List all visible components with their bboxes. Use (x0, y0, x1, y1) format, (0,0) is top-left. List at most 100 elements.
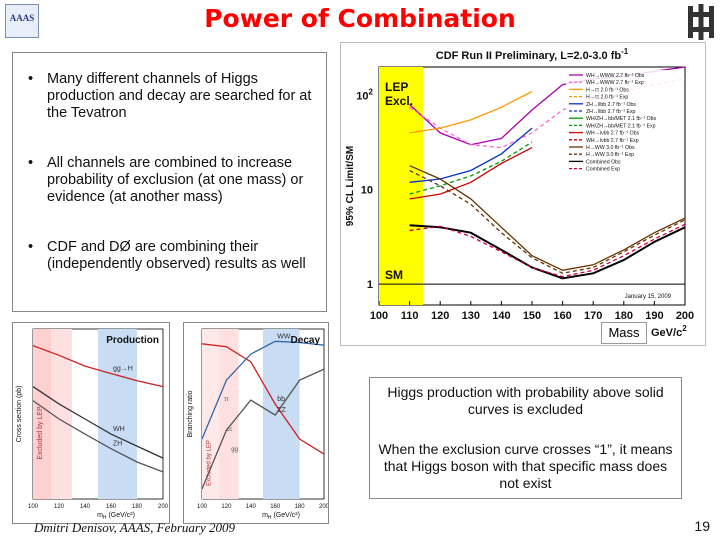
description-box: Higgs production with probability above … (369, 377, 682, 499)
decay-annotation: ττ (224, 397, 229, 403)
legend-entry: H→WW 3.0 fb⁻¹ Obs (586, 145, 635, 151)
excl-annotation: Excl. (385, 94, 413, 108)
limit-curve-6 (409, 165, 686, 271)
cdf-limit-chart: 100 110 120 130 140 150 160 170 180 190 200 1 10 102 C… (340, 42, 706, 346)
legend-entry: H→ττ 2.0 fb⁻¹ Obs (586, 87, 629, 93)
inset-x-label: mH (GeV/c²) (262, 512, 300, 521)
legend-entry: WH/ZH→bb/MET 2.1 fb⁻¹ Exp (586, 123, 656, 129)
inset-band (33, 329, 52, 499)
x-tick-label: 200 (676, 310, 694, 322)
inset-x-tick-label: 180 (132, 504, 143, 510)
limit-curve-8 (409, 224, 686, 280)
bullet-list: • Many different channels of Higgs produ… (12, 52, 327, 312)
lep-band-label: Excluded by LEP (37, 406, 44, 460)
legend-entry: ZH→llbb 2.7 fb⁻¹ Exp (586, 109, 636, 115)
sm-annotation: SM (385, 268, 403, 282)
production-chart: gg→H WH ZH 100 120 140 160 180 200 Production Cros… (16, 328, 169, 521)
inset-band (51, 329, 72, 499)
inset-x-label: mH (GeV/c²) (97, 512, 135, 521)
chart-title: CDF Run II Preliminary, L=2.0-3.0 fb-1 (436, 47, 629, 62)
x-tick-label: 170 (584, 310, 602, 322)
page-number: 19 (694, 518, 710, 534)
inset-series-label: WW (277, 333, 291, 340)
decay-annotation: gg (231, 447, 238, 453)
description-crossing: When the exclusion curve crosses “1”, it… (378, 441, 673, 491)
legend-entry: Combined Exp (586, 167, 620, 173)
inset-x-tick-label: 120 (221, 504, 232, 510)
x-tick-label: 100 (370, 310, 388, 322)
lep-annotation: LEP (385, 80, 408, 94)
legend-entry: H→ττ 2.0 fb⁻¹ Exp (586, 95, 628, 101)
x-tick-label: 140 (492, 310, 510, 322)
x-tick-label: 130 (462, 310, 480, 322)
inset-band (98, 329, 137, 499)
inset-x-tick-label: 180 (295, 504, 306, 510)
lep-band-label: Excluded by LEP (207, 440, 213, 486)
inset-y-label: Branching ratio (187, 390, 194, 437)
inset-curve (201, 340, 325, 440)
x-axis-label: GeV/c2 (651, 324, 687, 339)
fermilab-logo-icon (688, 4, 714, 40)
limit-curve-2 (409, 90, 533, 134)
limit-curve-7 (409, 169, 686, 274)
inset-x-tick-label: 120 (54, 504, 65, 510)
mass-label: Mass (601, 322, 647, 344)
production-plot: gg→H WH ZH 100 120 140 160 180 200 Production Cros… (12, 322, 170, 524)
inset-series-label: gg→H (113, 366, 133, 373)
decay-annotation: cc (226, 427, 232, 433)
legend-entry: WH→lνbb 2.7 fb⁻¹ Exp (586, 138, 639, 144)
legend-entry: Combined Obs (586, 159, 621, 165)
y-tick-label: 10 (361, 185, 373, 197)
inset-x-tick-label: 100 (197, 504, 208, 510)
x-tick-label: 110 (401, 310, 419, 322)
y-axis-label: 95% CL Limit/SM (345, 146, 356, 226)
legend-entry: WH→lνbb 2.7 fb⁻¹ Obs (586, 131, 640, 137)
inset-x-tick-label: 140 (246, 504, 257, 510)
legend-background (566, 70, 684, 175)
x-tick-label: 160 (553, 310, 571, 322)
decay-plot: bb WW ZZ 100 120 140 160 180 200 Decay Branching r… (183, 322, 330, 524)
legend-entry: WH→WWW 2.7 fb⁻¹ Obs (586, 73, 645, 79)
x-tick-label: 150 (523, 310, 541, 322)
y-tick-label: 1 (367, 279, 373, 291)
inset-x-tick-label: 200 (319, 504, 328, 510)
inset-x-tick-label: 100 (28, 504, 39, 510)
inset-series-label: bb (277, 396, 285, 403)
inset-x-tick-label: 160 (106, 504, 117, 510)
legend-entry: H→WW 3.0 fb⁻¹ Exp (586, 152, 634, 158)
inset-curve (32, 344, 164, 388)
inset-x-tick-label: 140 (80, 504, 91, 510)
inset-curve (201, 368, 325, 490)
cdf-limit-plot: 100 110 120 130 140 150 160 170 180 190 200110102C… (345, 47, 694, 339)
inset-x-tick-label: 160 (270, 504, 281, 510)
inset-x-tick-label: 200 (158, 504, 169, 510)
inset-curve (201, 343, 325, 455)
x-tick-label: 180 (615, 310, 633, 322)
inset-y-label: Cross section (pb) (16, 386, 23, 443)
inset-curve (32, 400, 164, 473)
legend-entry: WH/ZH→bb/MET 2.1 fb⁻¹ Obs (586, 116, 657, 122)
inset-band (263, 329, 300, 499)
inset-series-label: WH (113, 426, 125, 433)
limit-curve-5 (409, 147, 533, 200)
legend-entry: WH→WWW 2.7 fb⁻¹ Exp (586, 80, 644, 86)
y-tick-label: 102 (356, 87, 373, 102)
limit-curve-9 (409, 223, 686, 278)
footer-credit: Dmitri Denisov, AAAS, February 2009 (34, 520, 235, 535)
inset-title: Decay (291, 335, 321, 346)
decay-chart: bb WW ZZ 100 120 140 160 180 200 Decay Branching r… (187, 328, 330, 521)
description-excluded: Higgs production with probability above … (387, 384, 664, 417)
chart-date: January 15, 2009 (625, 294, 672, 300)
inset-band (219, 329, 239, 499)
limit-curve-4 (409, 141, 533, 195)
aaas-logo: AAAS (5, 4, 39, 38)
x-tick-label: 190 (645, 310, 663, 322)
slide-title: Power of Combination (204, 4, 516, 33)
inset-title: Production (106, 335, 159, 346)
lep-exclusion-band (379, 67, 424, 305)
inset-series-label: ZH (113, 441, 122, 448)
legend-entry: ZH→llbb 2.7 fb⁻¹ Obs (586, 102, 636, 108)
inset-series-label: ZZ (277, 407, 286, 414)
x-tick-label: 120 (431, 310, 449, 322)
inset-curve (32, 386, 164, 459)
